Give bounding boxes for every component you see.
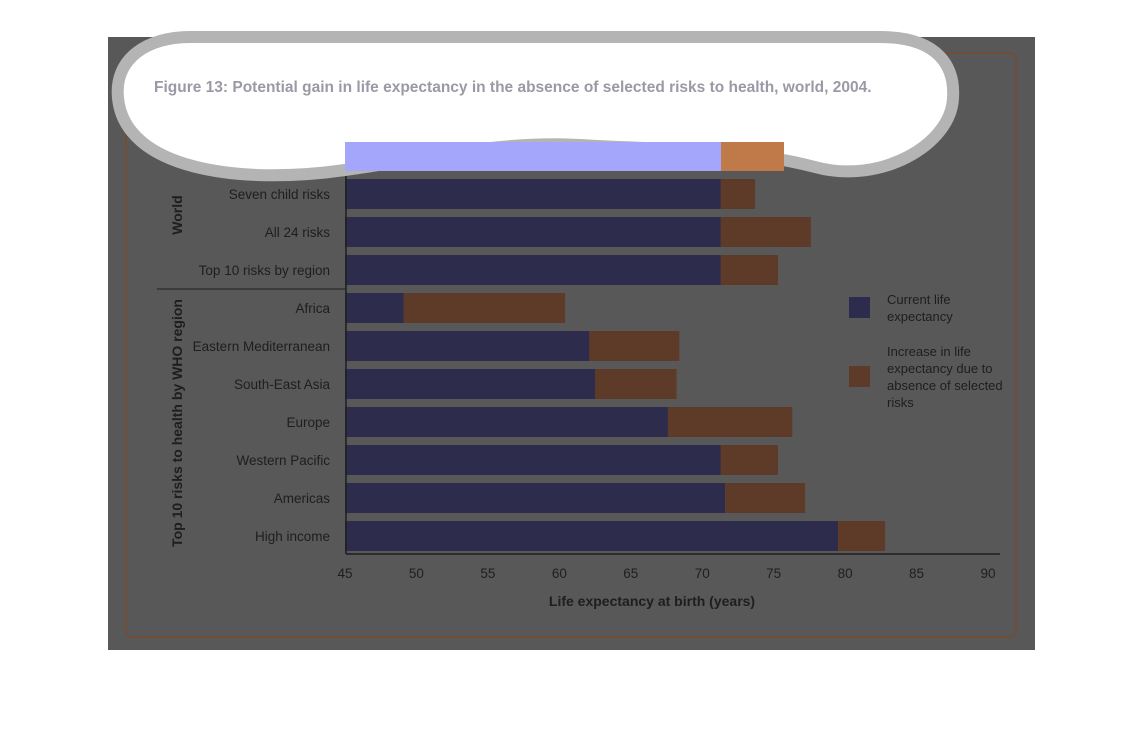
bar-increase-seven-child-risks xyxy=(720,179,756,209)
x-tick-75: 75 xyxy=(766,566,781,581)
group-label-world: World xyxy=(169,195,185,234)
bar-increase-high-income xyxy=(837,521,886,551)
bar-increase-americas xyxy=(725,483,806,513)
category-label-high-income: High income xyxy=(255,529,330,544)
bar-current-all-24-risks xyxy=(345,217,721,247)
category-label-africa: Africa xyxy=(295,301,330,316)
highlight-bar-increase xyxy=(721,142,784,171)
bar-increase-top-10-risks-by-region xyxy=(720,255,778,285)
x-tick-55: 55 xyxy=(480,566,495,581)
category-label-eastern-mediterranean: Eastern Mediterranean xyxy=(193,339,330,354)
category-label-seven-child-risks: Seven child risks xyxy=(229,187,331,202)
bar-increase-all-24-risks xyxy=(720,217,811,247)
bar-increase-south-east-asia xyxy=(595,369,677,399)
x-axis-label: Life expectancy at birth (years) xyxy=(549,593,755,609)
legend-swatch-current xyxy=(849,297,870,318)
category-label-americas: Americas xyxy=(274,491,331,506)
x-tick-60: 60 xyxy=(552,566,567,581)
figure-title: Figure 13: Potential gain in life expect… xyxy=(154,79,872,96)
x-tick-45: 45 xyxy=(337,566,352,581)
bar-increase-eastern-mediterranean xyxy=(589,331,680,361)
x-tick-80: 80 xyxy=(838,566,853,581)
bar-current-seven-child-risks xyxy=(345,179,721,209)
x-tick-50: 50 xyxy=(409,566,424,581)
bar-increase-africa xyxy=(403,293,566,323)
legend: Current life expectancy Increase in life e… xyxy=(849,292,1003,410)
bar-current-western-pacific xyxy=(345,445,721,475)
x-tick-85: 85 xyxy=(909,566,924,581)
category-label-western-pacific: Western Pacific xyxy=(236,453,330,468)
category-label-all-24-risks: All 24 risks xyxy=(265,225,331,240)
bar-current-south-east-asia xyxy=(345,369,596,399)
legend-swatch-increase xyxy=(849,366,870,387)
bar-current-americas xyxy=(345,483,726,513)
group-label-who-regions: Top 10 risks to health by WHO region xyxy=(169,299,185,547)
category-label-south-east-asia: South-East Asia xyxy=(234,377,331,392)
legend-label-increase: Increase in life expectancy due to absence… xyxy=(887,344,1003,410)
bar-current-eastern-mediterranean xyxy=(345,331,590,361)
x-tick-70: 70 xyxy=(695,566,710,581)
x-tick-90: 90 xyxy=(980,566,995,581)
bar-current-africa xyxy=(345,293,404,323)
category-label-top-10-risks-by-region: Top 10 risks by region xyxy=(199,263,330,278)
legend-label-current: Current life expectancy xyxy=(887,292,953,324)
bar-current-top-10-risks-by-region xyxy=(345,255,721,285)
x-tick-65: 65 xyxy=(623,566,638,581)
bar-current-high-income xyxy=(345,521,838,551)
category-label-europe: Europe xyxy=(286,415,330,430)
bar-increase-europe xyxy=(667,407,793,437)
x-tick-labels: 45 50 55 60 65 70 75 80 85 90 xyxy=(337,566,995,581)
title-overlay: Figure 13: Potential gain in life expect… xyxy=(111,31,960,182)
bar-current-europe xyxy=(345,407,668,437)
highlight-bar-current xyxy=(345,142,721,171)
bar-increase-western-pacific xyxy=(720,445,778,475)
